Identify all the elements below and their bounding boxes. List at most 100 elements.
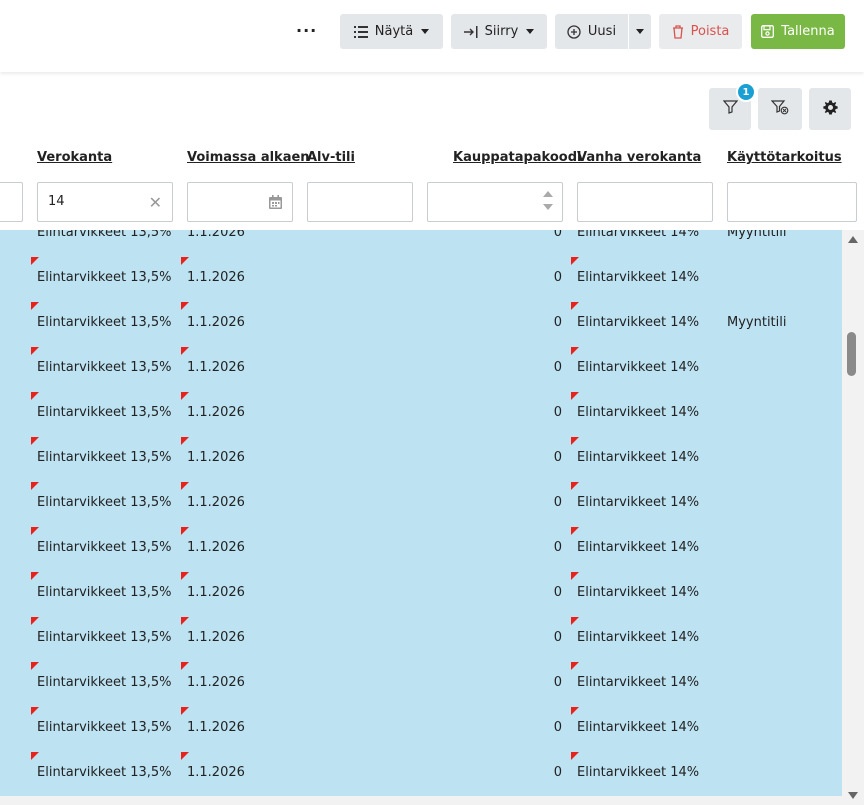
cell-kauppatapakoodi[interactable]: 0 xyxy=(553,315,562,330)
table-row[interactable]: Elintarvikkeet 13,5% 1.1.2026 0 Elintarvikk… xyxy=(0,637,842,690)
cell-vanha[interactable]: Elintarvikkeet 14% xyxy=(577,450,700,465)
spinner-up-icon[interactable] xyxy=(543,191,553,197)
table-row[interactable]: Elintarvikkeet 13,5% 1.1.2026 0 Elintarvikk… xyxy=(0,367,842,420)
delete-button[interactable]: Poista xyxy=(659,14,742,49)
number-spinner[interactable] xyxy=(543,191,553,210)
table-row[interactable]: Elintarvikkeet 13,5% 1.1.2026 0 Elintarvikk… xyxy=(0,502,842,555)
spinner-down-icon[interactable] xyxy=(543,204,553,210)
cell-voimassa[interactable]: 1.1.2026 xyxy=(187,230,245,240)
cell-kaytto[interactable]: Myyntitili xyxy=(727,315,787,330)
cell-kauppatapakoodi[interactable]: 0 xyxy=(553,675,562,690)
cell-vanha[interactable]: Elintarvikkeet 14% xyxy=(577,675,700,690)
cell-verokanta[interactable]: Elintarvikkeet 13,5% xyxy=(37,765,172,780)
new-options-button[interactable] xyxy=(629,14,651,49)
scrollbar-thumb[interactable] xyxy=(847,332,856,376)
cell-vanha[interactable]: Elintarvikkeet 14% xyxy=(577,585,700,600)
column-header-verokanta[interactable]: Verokanta xyxy=(37,150,113,165)
table-row[interactable]: Elintarvikkeet 13,5% 1.1.2026 0 Elintarvikk… xyxy=(0,592,842,645)
cell-kauppatapakoodi[interactable]: 0 xyxy=(553,630,562,645)
cell-voimassa[interactable]: 1.1.2026 xyxy=(187,495,245,510)
table-row[interactable]: Elintarvikkeet 13,5% 1.1.2026 0 Elintarvikk… xyxy=(0,232,842,285)
cell-voimassa[interactable]: 1.1.2026 xyxy=(187,360,245,375)
verokanta-filter-input[interactable]: 14 ✕ xyxy=(37,182,173,222)
cell-kauppatapakoodi[interactable]: 0 xyxy=(553,765,562,780)
cell-kauppatapakoodi[interactable]: 0 xyxy=(553,405,562,420)
column-header-voimassa-alkaen[interactable]: Voimassa alkaen xyxy=(187,150,310,165)
cell-voimassa[interactable]: 1.1.2026 xyxy=(187,585,245,600)
cell-kauppatapakoodi[interactable]: 0 xyxy=(553,495,562,510)
cell-voimassa[interactable]: 1.1.2026 xyxy=(187,450,245,465)
column-header-alv-tili[interactable]: Alv-tili xyxy=(307,150,355,165)
cell-vanha[interactable]: Elintarvikkeet 14% xyxy=(577,405,700,420)
clear-icon[interactable]: ✕ xyxy=(148,193,162,212)
cell-vanha[interactable]: Elintarvikkeet 14% xyxy=(577,765,700,780)
kauppatapakoodi-filter-input[interactable] xyxy=(427,182,563,222)
cell-kauppatapakoodi[interactable]: 0 xyxy=(553,270,562,285)
cell-voimassa[interactable]: 1.1.2026 xyxy=(187,315,245,330)
table-row[interactable]: Elintarvikkeet 13,5% 1.1.2026 0 Elintarvikk… xyxy=(0,322,842,375)
cell-voimassa[interactable]: 1.1.2026 xyxy=(187,405,245,420)
table-row[interactable]: Elintarvikkeet 13,5% 1.1.2026 0 Elintarvikk… xyxy=(0,457,842,510)
cell-voimassa[interactable]: 1.1.2026 xyxy=(187,540,245,555)
table-row[interactable]: Elintarvikkeet 13,5% 1.1.2026 0 Elintarvikk… xyxy=(0,277,842,330)
cell-kaytto[interactable]: Myyntitili xyxy=(727,230,787,240)
scroll-up-icon[interactable] xyxy=(848,236,858,243)
cell-verokanta[interactable]: Elintarvikkeet 13,5% xyxy=(37,270,172,285)
cell-voimassa[interactable]: 1.1.2026 xyxy=(187,675,245,690)
cell-verokanta[interactable]: Elintarvikkeet 13,5% xyxy=(37,360,172,375)
cell-kauppatapakoodi[interactable]: 0 xyxy=(553,720,562,735)
cell-verokanta[interactable]: Elintarvikkeet 13,5% xyxy=(37,675,172,690)
table-row[interactable]: Elintarvikkeet 13,5% 1.1.2026 0 Elintarvikk… xyxy=(0,682,842,735)
new-button[interactable]: Uusi xyxy=(555,14,628,49)
voimassa-filter-input[interactable] xyxy=(187,182,293,222)
cell-kauppatapakoodi[interactable]: 0 xyxy=(553,585,562,600)
kayttotarkoitus-filter-input[interactable] xyxy=(727,182,857,222)
horizontal-scrollbar[interactable] xyxy=(0,796,842,805)
cell-vanha[interactable]: Elintarvikkeet 14% xyxy=(577,230,700,240)
column-header-vanha-verokanta[interactable]: Vanha verokanta xyxy=(577,150,702,165)
cell-verokanta[interactable]: Elintarvikkeet 13,5% xyxy=(37,230,172,240)
cell-vanha[interactable]: Elintarvikkeet 14% xyxy=(577,540,700,555)
cell-verokanta[interactable]: Elintarvikkeet 13,5% xyxy=(37,450,172,465)
cell-vanha[interactable]: Elintarvikkeet 14% xyxy=(577,495,700,510)
cell-voimassa[interactable]: 1.1.2026 xyxy=(187,765,245,780)
table-row[interactable]: Elintarvikkeet 13,5% 1.1.2026 0 Elintarvikk… xyxy=(0,230,842,240)
cell-kauppatapakoodi[interactable]: 0 xyxy=(553,230,562,240)
grid-settings-button[interactable] xyxy=(809,88,851,130)
table-row[interactable]: Elintarvikkeet 13,5% 1.1.2026 0 Elintarvikk… xyxy=(0,547,842,600)
clear-filters-button[interactable] xyxy=(758,88,802,130)
cell-verokanta[interactable]: Elintarvikkeet 13,5% xyxy=(37,315,172,330)
cell-vanha[interactable]: Elintarvikkeet 14% xyxy=(577,720,700,735)
save-button[interactable]: Tallenna xyxy=(751,14,845,49)
cell-kauppatapakoodi[interactable]: 0 xyxy=(553,450,562,465)
scroll-down-icon[interactable] xyxy=(848,792,858,799)
cell-verokanta[interactable]: Elintarvikkeet 13,5% xyxy=(37,540,172,555)
cell-kauppatapakoodi[interactable]: 0 xyxy=(553,360,562,375)
table-row[interactable]: Elintarvikkeet 13,5% 1.1.2026 0 Elintarvikk… xyxy=(0,727,842,780)
cell-vanha[interactable]: Elintarvikkeet 14% xyxy=(577,315,700,330)
show-dropdown-button[interactable]: Näytä xyxy=(340,14,443,49)
changed-cell-marker xyxy=(571,482,579,490)
vanha-verokanta-filter-input[interactable] xyxy=(577,182,713,222)
cell-verokanta[interactable]: Elintarvikkeet 13,5% xyxy=(37,495,172,510)
goto-dropdown-button[interactable]: Siirry xyxy=(451,14,547,49)
cell-vanha[interactable]: Elintarvikkeet 14% xyxy=(577,630,700,645)
filter-input-previous-column[interactable] xyxy=(0,182,23,222)
cell-verokanta[interactable]: Elintarvikkeet 13,5% xyxy=(37,630,172,645)
cell-verokanta[interactable]: Elintarvikkeet 13,5% xyxy=(37,405,172,420)
column-header-kayttotarkoitus[interactable]: Käyttötarkoitus xyxy=(727,150,842,165)
alv-tili-filter-input[interactable] xyxy=(307,182,413,222)
cell-kauppatapakoodi[interactable]: 0 xyxy=(553,540,562,555)
table-row[interactable]: Elintarvikkeet 13,5% 1.1.2026 0 Elintarvikk… xyxy=(0,412,842,465)
cell-voimassa[interactable]: 1.1.2026 xyxy=(187,720,245,735)
cell-voimassa[interactable]: 1.1.2026 xyxy=(187,270,245,285)
cell-vanha[interactable]: Elintarvikkeet 14% xyxy=(577,360,700,375)
more-actions-button[interactable]: ··· xyxy=(296,21,318,40)
calendar-icon[interactable] xyxy=(269,195,282,213)
vertical-scrollbar[interactable] xyxy=(842,230,864,805)
cell-voimassa[interactable]: 1.1.2026 xyxy=(187,630,245,645)
column-header-kauppatapakoodi[interactable]: Kauppatapakoodi xyxy=(453,150,582,165)
cell-verokanta[interactable]: Elintarvikkeet 13,5% xyxy=(37,720,172,735)
cell-verokanta[interactable]: Elintarvikkeet 13,5% xyxy=(37,585,172,600)
cell-vanha[interactable]: Elintarvikkeet 14% xyxy=(577,270,700,285)
